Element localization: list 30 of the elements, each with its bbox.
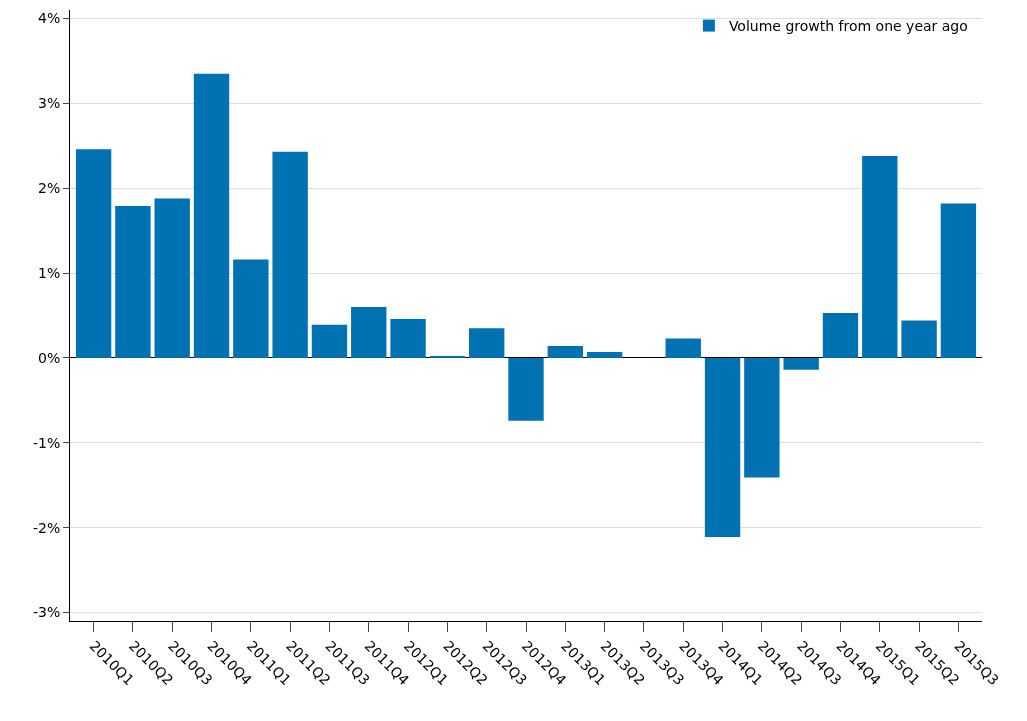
bar	[822, 312, 859, 358]
bar	[390, 318, 426, 358]
y-tick-label: 0%	[37, 349, 61, 366]
y-tick-label: -1%	[32, 434, 61, 451]
bar	[154, 198, 190, 358]
bar	[665, 338, 701, 358]
bar	[272, 151, 308, 358]
bar	[547, 346, 583, 358]
y-tick-label: -3%	[32, 604, 61, 621]
bar	[862, 155, 898, 358]
y-tick-label: 2%	[37, 180, 61, 197]
bar	[586, 351, 623, 358]
bar	[940, 203, 977, 358]
bar	[469, 328, 505, 358]
bar	[193, 73, 230, 358]
y-tick-label: 4%	[37, 10, 61, 27]
legend-label: Volume growth from one year ago	[728, 18, 968, 35]
y-tick-label: 1%	[37, 264, 61, 281]
bar	[351, 307, 387, 358]
bar	[75, 149, 112, 358]
bar	[311, 324, 348, 358]
bar	[744, 357, 780, 478]
bar	[901, 320, 937, 358]
y-tick-label: -2%	[32, 519, 61, 536]
bar	[233, 259, 269, 358]
y-tick-label: 3%	[37, 95, 61, 112]
bar	[115, 206, 151, 358]
bar	[783, 357, 819, 370]
bar	[508, 357, 544, 421]
bar	[704, 357, 741, 537]
